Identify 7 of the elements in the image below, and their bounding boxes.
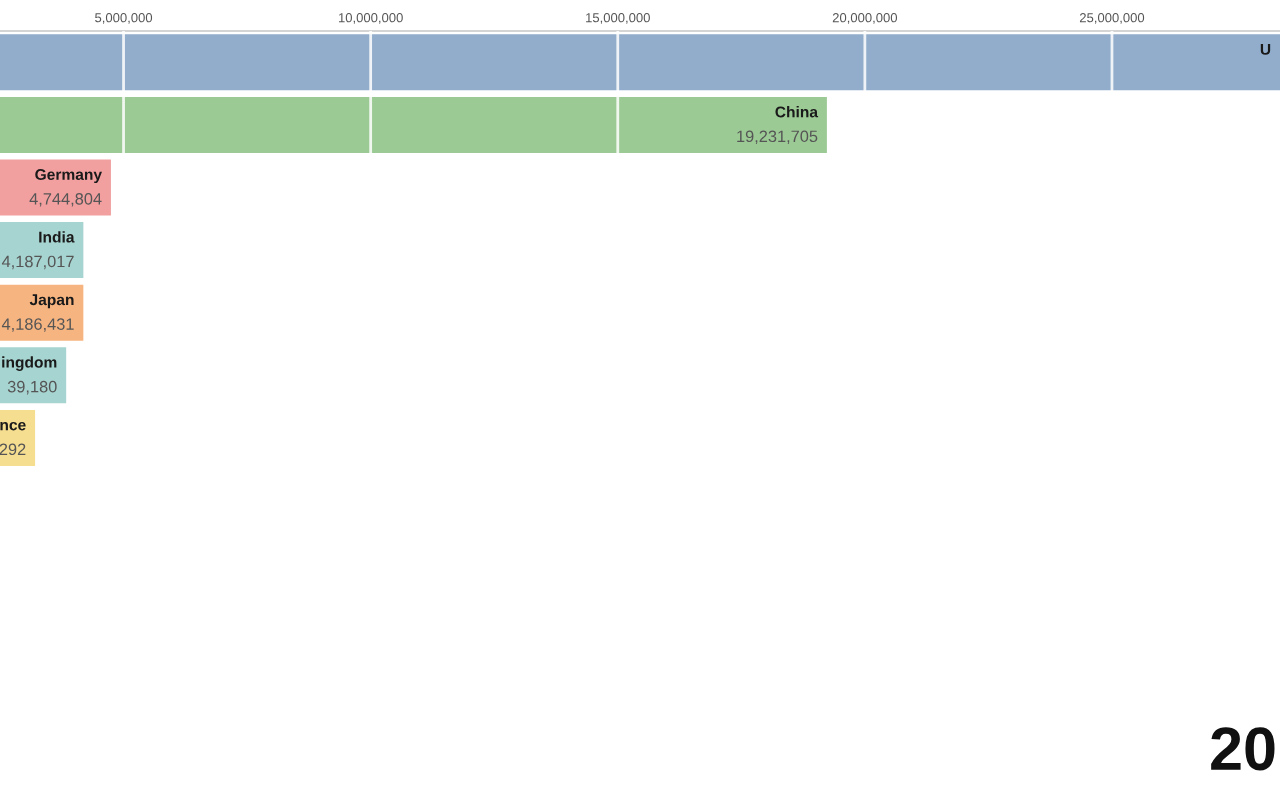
data-label: 4,186,431 <box>1 318 74 332</box>
annotation: 292 <box>0 443 26 456</box>
data-label: 4,187,017 <box>1 255 74 270</box>
data-label: 4,744,804 <box>29 193 102 207</box>
text: 20 <box>1211 727 1275 771</box>
annotation: 39,180 <box>7 380 57 395</box>
data-label: 19,231,705 <box>737 130 818 145</box>
